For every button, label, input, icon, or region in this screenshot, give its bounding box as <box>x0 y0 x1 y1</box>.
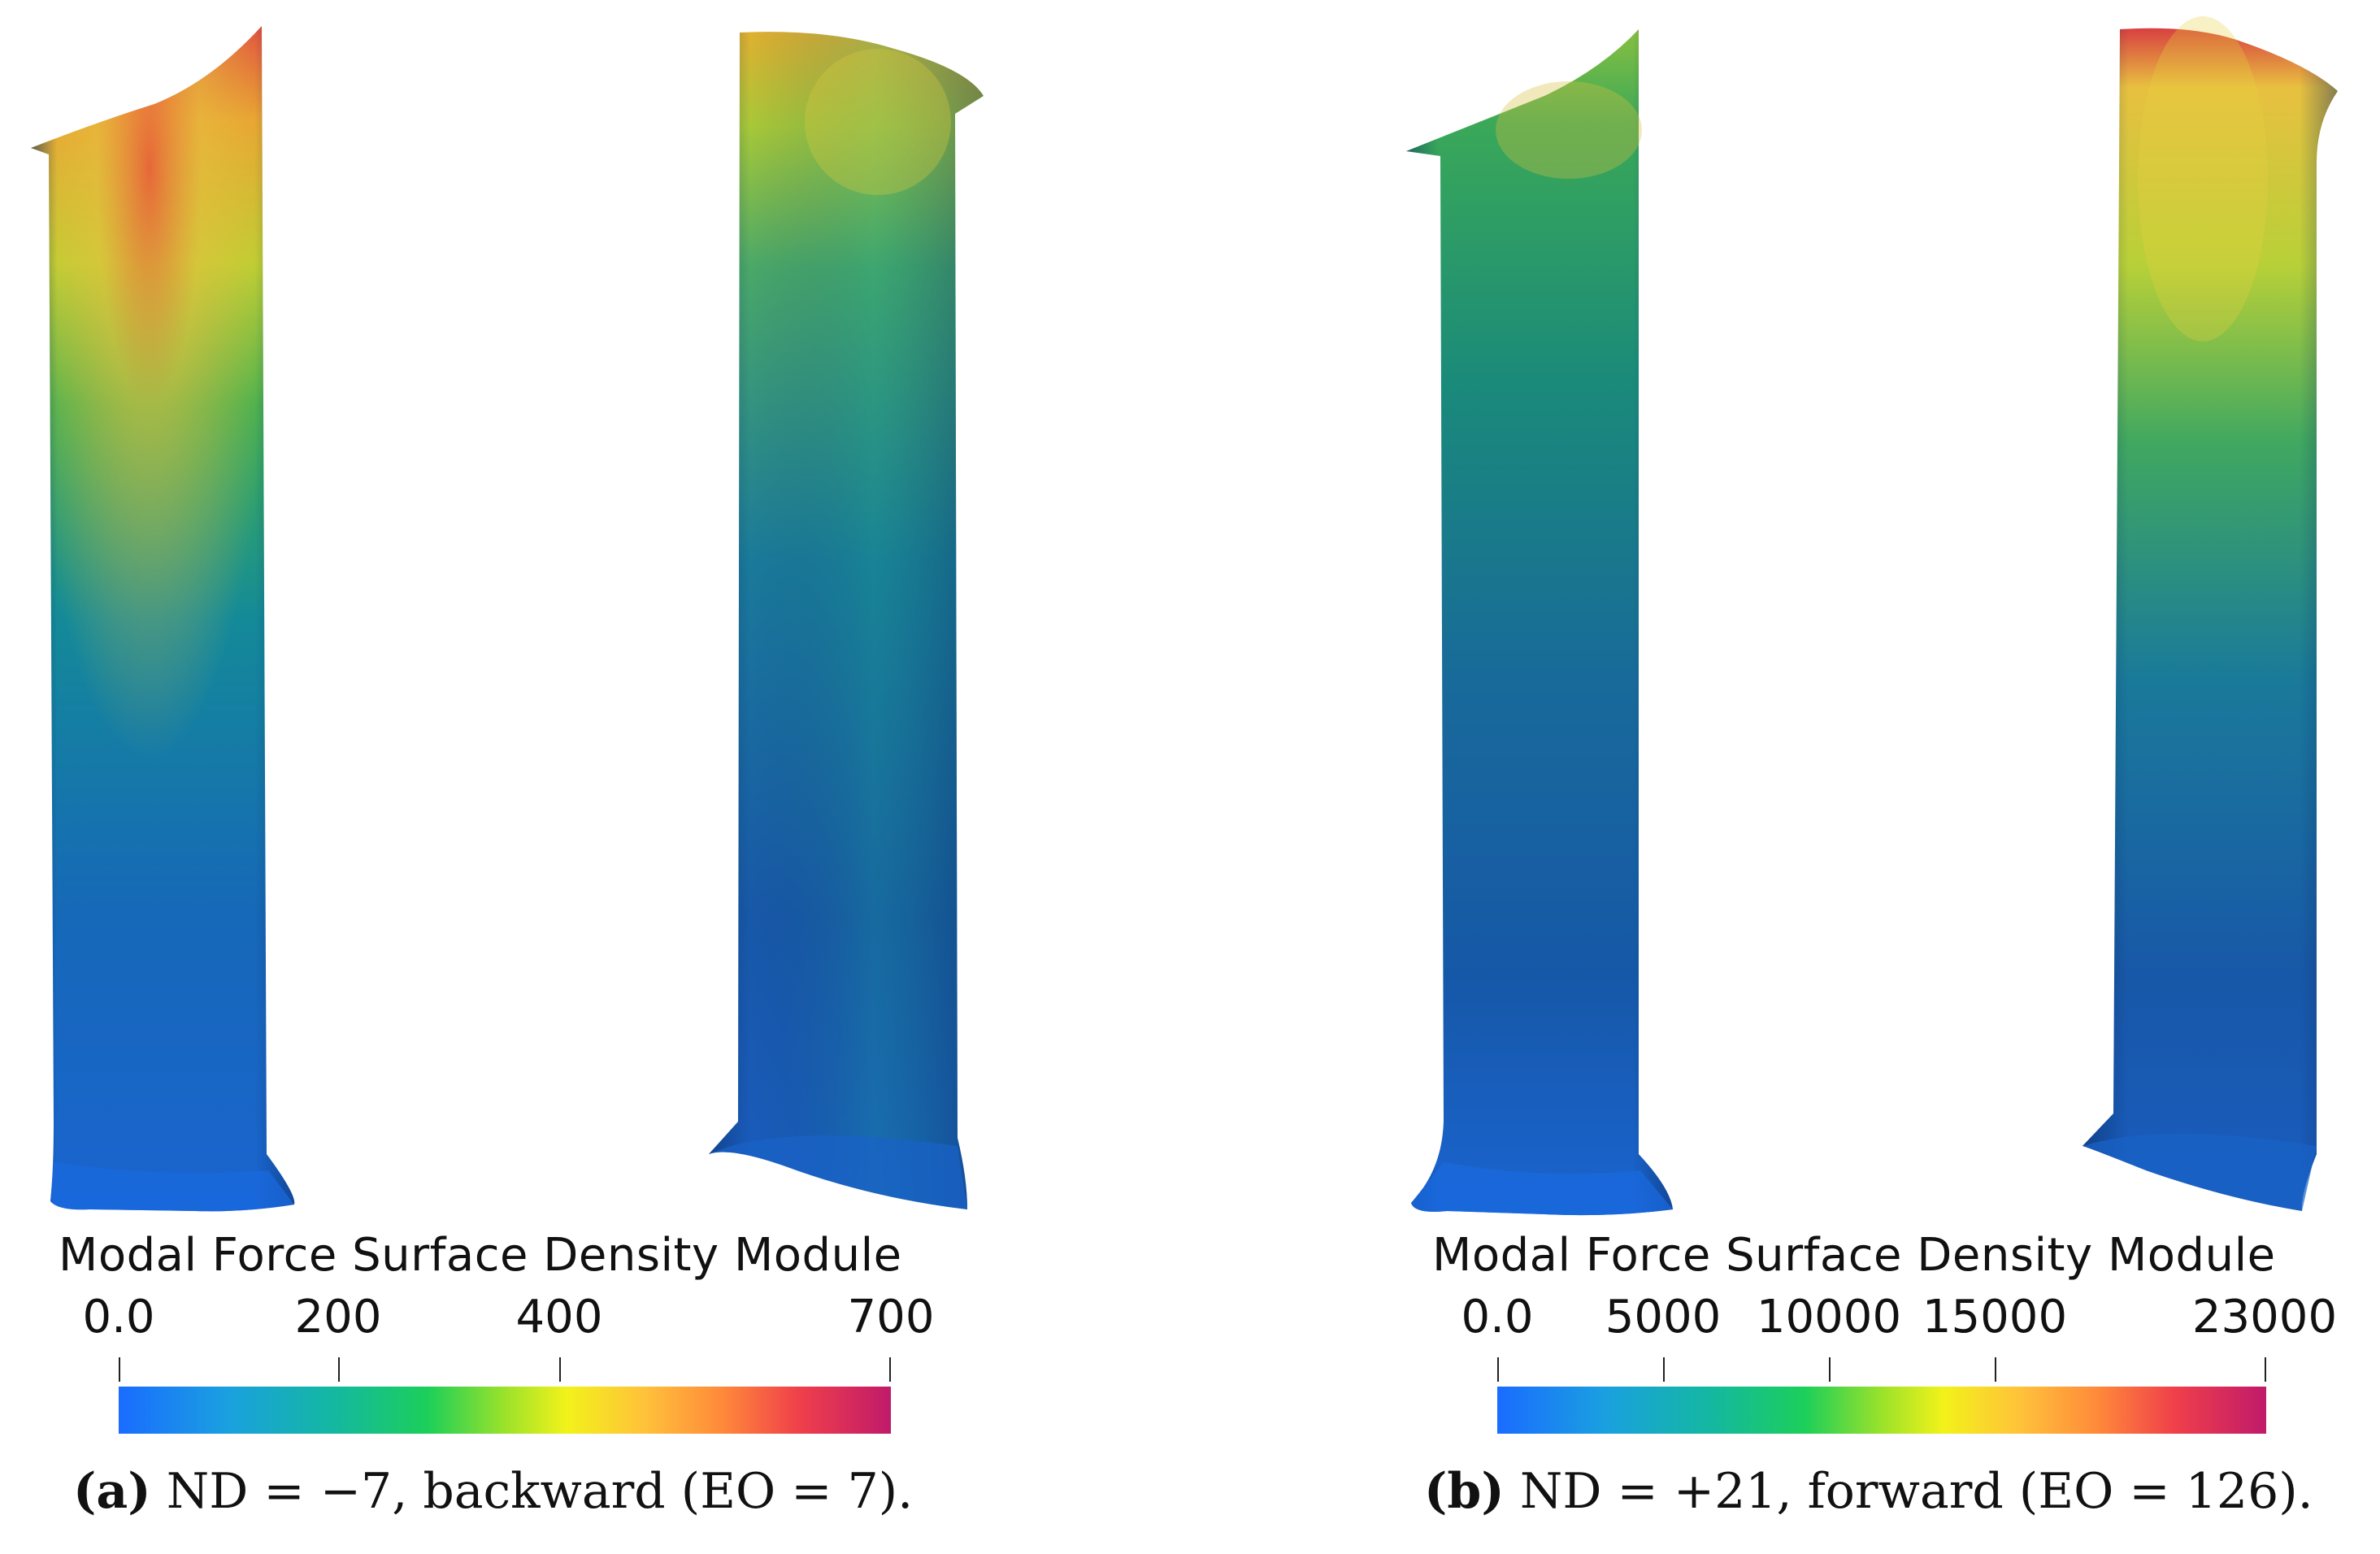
panel-a: Modal Force Surface Density Module 0.0 2… <box>31 26 984 1520</box>
colorbar-tick <box>1497 1357 1499 1382</box>
colorbar-title: Modal Force Surface Density Module <box>59 1229 902 1282</box>
figure-caption: (a) ND = −7, backward (EO = 7). <box>73 1463 913 1520</box>
colorbar-tick-label: 15000 <box>1922 1291 2068 1343</box>
colorbar-tick-label: 23000 <box>2191 1291 2338 1343</box>
colorbar-tick-label: 0.0 <box>1461 1291 1534 1343</box>
colorbar-tick <box>1829 1357 1831 1382</box>
colorbar-tick <box>1663 1357 1665 1382</box>
colorbar-tick-label: 10000 <box>1756 1291 1902 1343</box>
blade-pressure-side-a <box>31 26 984 1212</box>
blade-pressure-side-b <box>1406 16 2338 1216</box>
colorbar-tick <box>119 1357 120 1382</box>
caption-text: ND = +21, forward (EO = 126). <box>1519 1463 2313 1520</box>
caption-tag: (b) <box>1424 1463 1505 1520</box>
colorbar-tick-label: 0.0 <box>82 1291 155 1343</box>
colorbar <box>1497 1387 2266 1434</box>
panel-b: Modal Force Surface Density Module 0.0 5… <box>1382 0 2380 1554</box>
colorbar-tick <box>2265 1357 2266 1382</box>
colorbar <box>119 1387 891 1434</box>
colorbar-tick-label: 700 <box>847 1291 935 1343</box>
colorbar-tick-label: 200 <box>294 1291 382 1343</box>
caption-tag: (a) <box>73 1463 151 1520</box>
colorbar-tick <box>1995 1357 1996 1382</box>
colorbar-tick <box>338 1357 340 1382</box>
colorbar-tick <box>889 1357 891 1382</box>
colorbar-tick-label: 400 <box>515 1291 603 1343</box>
caption-text: ND = −7, backward (EO = 7). <box>166 1463 914 1520</box>
colorbar-tick-label: 5000 <box>1605 1291 1722 1343</box>
colorbar-title: Modal Force Surface Density Module <box>1432 1229 2276 1282</box>
colorbar-tick <box>559 1357 561 1382</box>
figure-caption: (b) ND = +21, forward (EO = 126). <box>1424 1463 2313 1520</box>
